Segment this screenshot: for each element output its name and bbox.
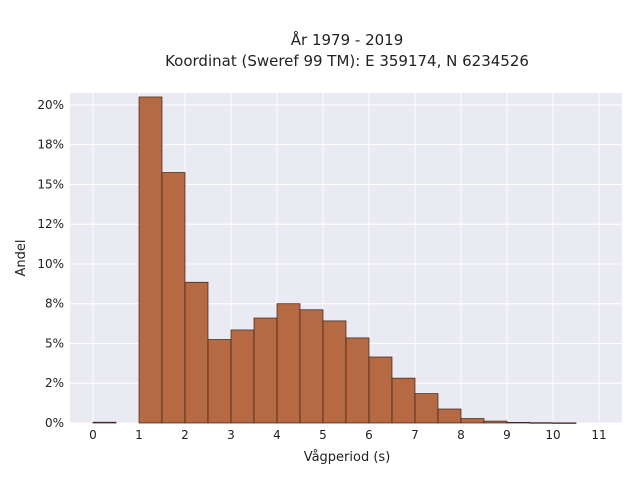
x-tick-label: 2 [181, 428, 189, 442]
histogram-bar [414, 393, 439, 424]
histogram-bar [552, 422, 577, 424]
histogram-bar [322, 320, 347, 424]
chart-title: År 1979 - 2019 Koordinat (Sweref 99 TM):… [165, 30, 529, 70]
y-axis-label: Andel [14, 240, 29, 277]
histogram-bar [276, 303, 301, 424]
histogram-bar [529, 422, 554, 424]
x-tick-label: 0 [89, 428, 97, 442]
histogram-bar [368, 356, 393, 424]
x-tick-label: 9 [503, 428, 511, 442]
title-line-1: År 1979 - 2019 [291, 30, 404, 49]
x-tick-label: 1 [135, 428, 143, 442]
histogram-bar [230, 329, 255, 424]
histogram-bar [161, 172, 186, 424]
histogram-bar [138, 96, 163, 424]
y-tick-label: 18% [37, 138, 64, 152]
x-axis-label: Vågperiod (s) [304, 450, 391, 465]
histogram-bar [345, 337, 370, 424]
histogram-bar [253, 317, 278, 424]
y-tick-label: 10% [37, 257, 64, 271]
histogram-bar [506, 422, 531, 424]
x-tick-label: 7 [411, 428, 419, 442]
y-tick-label: 20% [37, 98, 64, 112]
histogram-bar [460, 418, 485, 424]
histogram-bar [391, 377, 416, 424]
x-tick-label: 11 [591, 428, 606, 442]
histogram-bar [483, 420, 508, 424]
title-line-2: Koordinat (Sweref 99 TM): E 359174, N 62… [165, 52, 529, 70]
histogram-bar [437, 408, 462, 424]
x-tick-label: 4 [273, 428, 281, 442]
x-tick-label: 3 [227, 428, 235, 442]
x-tick-label: 5 [319, 428, 327, 442]
y-axis-ticks: 0% 2% 5% 8% 10% 12% 15% 18% 20% [37, 98, 64, 430]
histogram-bar [207, 339, 232, 424]
x-tick-label: 8 [457, 428, 465, 442]
x-tick-label: 10 [545, 428, 560, 442]
y-tick-label: 0% [45, 416, 64, 430]
bars [92, 96, 577, 424]
histogram-bar [184, 281, 209, 424]
y-tick-label: 2% [45, 376, 64, 390]
histogram-bar [92, 421, 117, 424]
y-tick-label: 15% [37, 177, 64, 191]
histogram-bar [299, 309, 324, 424]
y-tick-label: 12% [37, 217, 64, 231]
y-tick-label: 5% [45, 336, 64, 350]
x-axis-ticks: 0 1 2 3 4 5 6 7 8 9 10 11 [89, 428, 606, 442]
x-tick-label: 6 [365, 428, 373, 442]
y-tick-label: 8% [45, 297, 64, 311]
